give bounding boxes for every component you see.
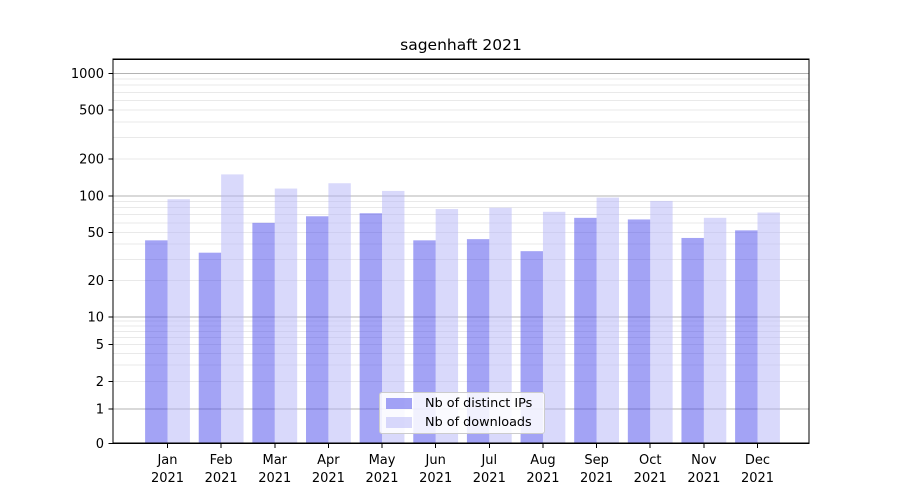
x-tick-year-label: 2021	[687, 471, 720, 486]
x-tick-year-label: 2021	[741, 471, 774, 486]
bar-downloads	[328, 183, 351, 444]
y-tick-label: 1	[96, 403, 104, 418]
legend-item-distinct-ips: Nb of distinct IPs	[386, 395, 538, 412]
bar-distinct-ips	[145, 240, 168, 444]
x-tick-month-label: Aug	[530, 453, 555, 468]
bar-downloads	[382, 190, 405, 444]
legend-item-downloads: Nb of downloads	[386, 414, 538, 431]
x-tick-year-label: 2021	[580, 471, 613, 486]
bar-downloads	[542, 211, 566, 444]
x-tick-year-label: 2021	[365, 471, 398, 486]
bar-distinct-ips	[359, 213, 383, 444]
x-tick-month-label: Nov	[691, 453, 717, 468]
y-tick-label: 10	[87, 311, 104, 326]
y-tick-label: 200	[79, 153, 104, 168]
y-tick-label: 2	[96, 375, 104, 390]
bar-distinct-ips	[252, 222, 275, 444]
legend-swatch-distinct-ips	[386, 398, 412, 410]
x-tick-month-label: Feb	[210, 453, 233, 468]
x-tick-year-label: 2021	[205, 471, 238, 486]
bar-downloads	[596, 197, 619, 444]
bar-downloads	[167, 199, 190, 444]
bar-downloads	[221, 174, 244, 444]
x-tick-month-label: Mar	[263, 453, 288, 468]
bar-distinct-ips	[735, 230, 758, 444]
x-tick-year-label: 2021	[419, 471, 452, 486]
y-tick-label: 5	[96, 338, 104, 353]
x-tick-month-label: Jul	[480, 453, 497, 468]
bar-distinct-ips	[681, 237, 704, 444]
bar-distinct-ips	[198, 252, 222, 444]
x-tick-month-label: Jan	[156, 453, 177, 468]
bar-downloads	[650, 200, 673, 444]
x-tick-year-label: 2021	[473, 471, 506, 486]
x-tick-year-label: 2021	[258, 471, 291, 486]
plot-border	[112, 58, 810, 444]
bar-downloads	[489, 207, 512, 444]
bar-downloads	[435, 209, 459, 444]
legend-swatch-downloads	[386, 416, 412, 428]
bar-downloads	[703, 217, 727, 444]
legend-label-downloads: Nb of downloads	[425, 414, 532, 430]
bar-downloads	[274, 188, 298, 444]
legend-label-distinct-ips: Nb of distinct IPs	[425, 396, 533, 412]
y-tick-label: 100	[79, 190, 104, 205]
chart-title: sagenhaft 2021	[400, 36, 522, 54]
bar-distinct-ips	[574, 217, 597, 444]
bar-distinct-ips	[306, 216, 329, 444]
y-tick-label: 1000	[71, 67, 104, 82]
x-tick-year-label: 2021	[634, 471, 667, 486]
x-tick-year-label: 2021	[312, 471, 345, 486]
x-tick-month-label: Apr	[317, 453, 340, 468]
y-tick-label: 50	[87, 226, 104, 241]
legend: Nb of distinct IPs Nb of downloads	[379, 392, 545, 434]
x-tick-month-label: Oct	[639, 453, 661, 468]
y-tick-label: 20	[87, 274, 104, 289]
x-tick-year-label: 2021	[151, 471, 184, 486]
x-tick-month-label: Jun	[425, 453, 446, 468]
y-tick-label: 500	[79, 104, 104, 119]
x-tick-month-label: Dec	[745, 453, 770, 468]
x-tick-month-label: Sep	[584, 453, 609, 468]
x-tick-year-label: 2021	[526, 471, 559, 486]
x-tick-month-label: May	[369, 453, 396, 468]
y-tick-label: 0	[96, 437, 104, 452]
bar-distinct-ips	[627, 219, 651, 444]
bar-downloads	[757, 212, 780, 444]
